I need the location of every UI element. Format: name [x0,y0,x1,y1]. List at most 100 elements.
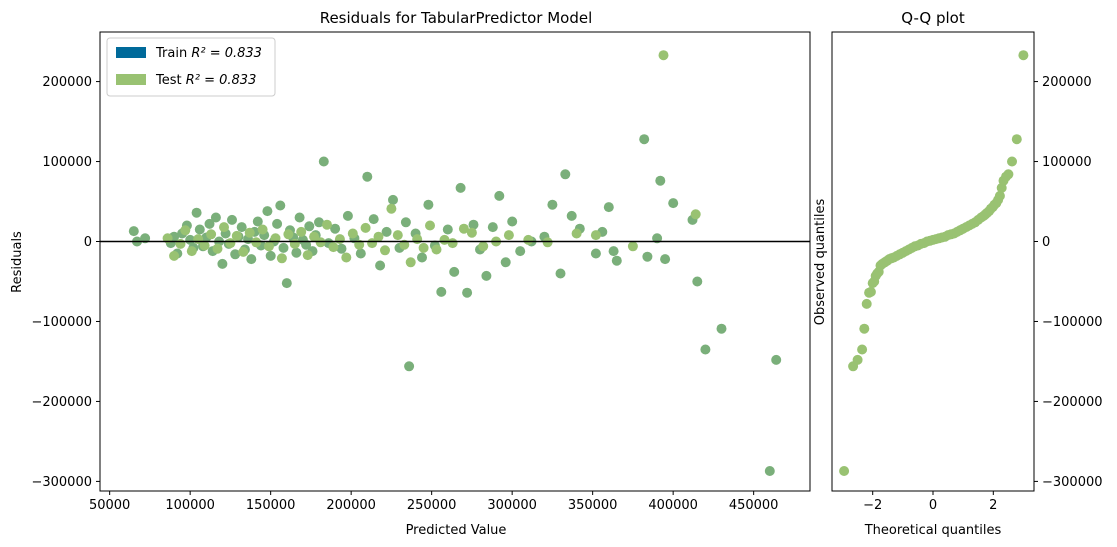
train-point [555,268,566,279]
x-tick-label: 150000 [246,498,296,513]
train-point [590,248,601,259]
test-point [225,238,236,249]
test-point [296,226,307,237]
qq-point [1003,169,1014,180]
test-point [169,250,180,261]
test-point [328,242,339,253]
train-point [668,198,679,209]
residuals-panel: Residuals for TabularPredictor Model 500… [10,9,811,538]
train-point [204,218,215,229]
test-point [341,252,352,263]
train-point [655,175,666,186]
test-point [386,203,397,214]
residuals-plot-frame [99,31,811,492]
test-point [186,246,197,257]
test-point [590,230,601,241]
train-point [336,243,347,254]
train-point [642,251,653,262]
train-point [771,354,782,365]
test-point [360,222,371,233]
y-tick-label: 0 [84,235,92,250]
legend: Train R² = 0.833 Test R² = 0.833 [106,37,276,97]
test-point [392,230,403,241]
qq-point [839,466,850,476]
qq-point [852,354,863,365]
train-point [281,278,292,289]
test-point [458,223,469,234]
residuals-points [128,50,782,476]
residuals-title: Residuals for TabularPredictor Model [320,9,593,27]
test-point [334,234,345,245]
qq-point [857,344,868,355]
test-point [658,50,669,61]
train-point [603,202,614,213]
test-point [283,229,294,240]
test-point [302,250,313,261]
train-point [716,323,727,334]
residuals-x-label: Predicted Value [406,523,507,538]
y-tick-label: −200000 [31,395,92,410]
train-point [355,248,366,259]
train-point [246,254,257,265]
train-point [487,222,498,233]
qq-y-tick-label: −100000 [1042,315,1103,330]
test-point [418,242,429,253]
train-point [368,214,379,225]
qq-point [994,190,1005,201]
train-point [381,226,392,237]
test-point [322,219,332,230]
train-point [611,255,622,266]
test-point [244,227,255,238]
train-point [275,200,286,211]
test-point [276,253,287,264]
test-point [571,228,582,239]
train-point [342,210,353,221]
legend-frame [106,37,276,97]
test-point [347,228,358,239]
qq-y-tick-label: −200000 [1042,395,1103,410]
x-tick-label: 300000 [487,498,537,513]
test-point [523,234,534,245]
x-tick-label: 250000 [407,498,457,513]
qq-y-label: Observed quantiles [813,199,828,326]
train-point [388,194,398,205]
test-point [367,238,378,249]
test-point [380,245,390,256]
x-tick-label: 50000 [89,498,130,513]
legend-label-test: Test R² = 0.833 [155,73,256,88]
test-point [405,257,416,268]
test-point [238,246,249,257]
qq-y-tick-label: 200000 [1042,75,1092,90]
train-point [560,169,571,180]
train-point [481,270,492,281]
train-point [700,344,711,355]
train-point [210,212,221,223]
qq-panel: Q-Q plot −2 0 2 −300000 −200000 −100000 0 1000… [813,9,1103,538]
train-point [423,199,434,210]
train-point [304,221,315,232]
qq-x-tick-label: −2 [863,498,882,513]
train-point [291,247,302,258]
train-point [236,222,247,233]
qq-x-ticks: −2 0 2 [863,491,997,513]
test-point [431,244,442,255]
qq-y-ticks: −300000 −200000 −100000 0 100000 200000 [1034,75,1103,490]
train-point [436,286,447,297]
train-point [660,254,671,265]
train-point [500,257,511,268]
train-point [608,246,619,257]
qq-point [865,286,876,297]
legend-label-train: Train R² = 0.833 [155,46,262,61]
train-point [692,276,703,287]
train-point [278,242,289,253]
residuals-x-ticks: 50000 100000 150000 200000 250000 300000 35000… [89,491,778,513]
train-point [468,219,479,230]
train-point [566,210,577,221]
test-point [257,224,268,235]
qq-point [1007,156,1017,167]
test-point [425,220,435,231]
test-point [231,230,242,241]
test-point [373,231,384,242]
train-point [217,258,228,269]
